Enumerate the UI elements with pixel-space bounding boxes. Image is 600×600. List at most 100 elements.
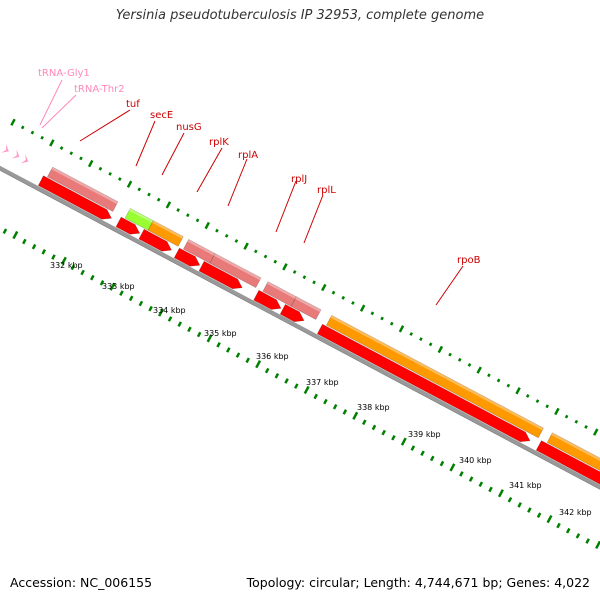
major-tick: [592, 428, 599, 436]
trna-feature-0: [1, 144, 9, 153]
genome-summary-text: Topology: circular; Length: 4,744,671 bp…: [246, 575, 590, 590]
minor-tick: [564, 414, 569, 419]
minor-tick: [224, 233, 229, 238]
minor-tick: [177, 321, 183, 327]
minor-tick: [284, 378, 289, 384]
minor-tick: [409, 332, 414, 336]
minor-tick: [69, 151, 74, 156]
minor-tick: [195, 218, 200, 223]
gene-rplK-highlight: [187, 239, 215, 256]
gene-label-rplK: rplK: [209, 137, 229, 148]
major-tick: [165, 201, 172, 209]
minor-tick: [487, 373, 491, 378]
gene-rplL-highlight: [295, 296, 321, 312]
major-tick: [400, 437, 407, 446]
kbp-scale-labels: 332 kbp 333 kbp 334 kbp 335 kbp 336 kbp 337 k…: [50, 261, 592, 517]
cds-arrow-0: [37, 175, 112, 220]
minor-tick: [40, 135, 44, 140]
minor-tick: [467, 363, 472, 367]
gene-rplL: [290, 296, 322, 320]
minor-tick: [187, 326, 192, 333]
major-tick: [515, 387, 521, 395]
major-tick: [204, 221, 210, 230]
gene-label-tRNA-Gly1: tRNA-Gly1: [38, 68, 90, 79]
major-tick: [87, 159, 94, 168]
major-tick: [243, 242, 249, 250]
minor-tick: [342, 409, 348, 415]
minor-tick: [323, 398, 328, 405]
minor-tick: [584, 425, 588, 429]
cds-arrow-6: [279, 303, 305, 323]
major-tick: [109, 282, 116, 291]
callout-line-tRNA-Thr2: [41, 94, 77, 129]
minor-tick: [525, 394, 530, 398]
minor-tick: [274, 373, 280, 379]
minor-tick: [439, 460, 445, 467]
kbp-label: 332 kbp: [50, 261, 83, 270]
gene-label-rplA: rplA: [238, 150, 258, 161]
minor-tick: [419, 337, 423, 342]
minor-tick: [20, 125, 25, 130]
minor-tick: [575, 533, 581, 539]
callout-line-tRNA-Gly1: [39, 79, 63, 126]
minor-tick: [51, 254, 56, 260]
minor-tick: [148, 305, 153, 312]
gene-tuf-highlight: [51, 167, 118, 204]
major-tick: [126, 180, 133, 188]
kbp-label: 333 kbp: [102, 282, 135, 291]
outer-tick-ring: [10, 118, 599, 436]
gene-rpoC-highlight: [551, 432, 600, 461]
minor-tick: [2, 228, 8, 234]
kbp-label: 341 kbp: [509, 481, 542, 490]
gene-label-tRNA-Thr2: tRNA-Thr2: [74, 84, 125, 95]
major-tick: [449, 463, 456, 472]
minor-tick: [459, 471, 464, 477]
major-tick: [476, 366, 482, 374]
minor-tick: [565, 527, 571, 534]
minor-tick: [341, 295, 346, 300]
cds-arrow-4: [198, 260, 243, 290]
minor-tick: [31, 243, 37, 250]
callout-line-rplK: [196, 147, 223, 193]
callout-line-tuf: [79, 109, 131, 142]
trna-feature-2: [20, 154, 29, 164]
major-tick: [437, 345, 444, 354]
minor-tick: [527, 507, 532, 513]
minor-tick: [119, 290, 124, 296]
minor-tick: [118, 177, 122, 181]
major-tick: [282, 263, 288, 271]
cds-arrow-7: [316, 323, 531, 443]
minor-tick: [371, 424, 377, 431]
gene-rplA: [209, 253, 262, 289]
major-tick: [158, 308, 164, 317]
minor-tick: [254, 249, 258, 254]
kbp-label: 337 kbp: [306, 378, 339, 387]
minor-tick: [147, 192, 151, 197]
gene-label-tuf: tuf: [126, 99, 140, 110]
major-tick: [303, 385, 310, 395]
minor-tick: [156, 197, 161, 202]
minor-tick: [429, 455, 435, 462]
minor-tick: [216, 342, 221, 348]
minor-tick: [448, 352, 452, 357]
minor-tick: [361, 419, 367, 426]
minor-tick: [215, 228, 219, 233]
minor-tick: [128, 295, 134, 302]
cds-arrow-8: [535, 440, 600, 485]
gene-nusG: [147, 220, 184, 247]
callout-line-nusG: [161, 132, 185, 176]
major-tick: [12, 230, 19, 240]
major-tick: [595, 540, 600, 550]
gene-label-rplL: rplL: [317, 185, 336, 196]
minor-tick: [79, 156, 83, 161]
minor-tick: [22, 238, 27, 245]
major-tick: [321, 283, 327, 292]
minor-tick: [506, 383, 511, 388]
minor-tick: [245, 357, 250, 364]
minor-tick: [176, 208, 180, 212]
minor-tick: [496, 378, 501, 383]
minor-tick: [293, 383, 299, 389]
minor-tick: [370, 311, 375, 316]
gene-rplA-highlight: [213, 253, 261, 281]
